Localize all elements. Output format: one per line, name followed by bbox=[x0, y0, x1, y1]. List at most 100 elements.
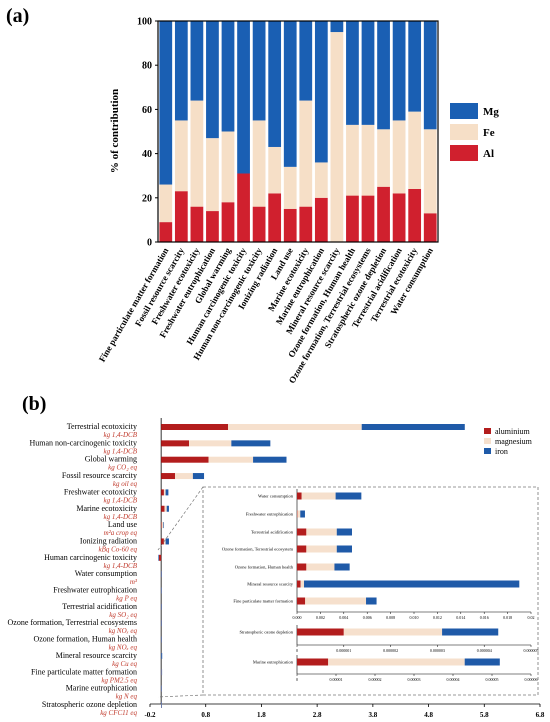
chart-b-category-label: Water consumption bbox=[75, 569, 137, 578]
chart-a-bar-fe bbox=[330, 32, 344, 242]
chart-b-category-unit: kBq Co-60 eq bbox=[99, 545, 138, 553]
inset-xtick-label: 0.016 bbox=[480, 615, 489, 620]
inset-connector bbox=[157, 694, 204, 698]
inset-bar-magnesium bbox=[306, 563, 335, 571]
chart-a-bar-fe bbox=[252, 120, 266, 207]
chart-a-bar-fe bbox=[221, 131, 235, 203]
inset-bar-aluminium bbox=[297, 658, 329, 666]
chart-b-xtick-label: 3.8 bbox=[368, 711, 377, 719]
chart-b-bar-iron bbox=[165, 538, 169, 545]
chart-b-category-label: Human carcinogenic toxicity bbox=[44, 553, 137, 562]
chart-b-bar-iron bbox=[192, 473, 205, 480]
chart-b-category-unit: kg 1,4-DCB bbox=[104, 513, 138, 521]
inset-bar-iron bbox=[336, 545, 352, 553]
inset-bar-iron bbox=[300, 510, 305, 518]
chart-b-bar-magnesium bbox=[208, 456, 254, 463]
legend-label-al: Al bbox=[483, 148, 494, 160]
inset-xtick-label: 0.004 bbox=[339, 615, 348, 620]
inset-category-label: Stratospheric ozone depletion bbox=[240, 630, 294, 635]
chart-b-category-label: Terrestrial acidification bbox=[62, 602, 137, 611]
chart-a-bar-mg bbox=[314, 21, 328, 163]
chart-b-category-label: Marine eutrophication bbox=[66, 684, 137, 693]
chart-b-category-unit: kg oil eq bbox=[113, 480, 138, 488]
chart-b-bar-iron bbox=[161, 652, 163, 659]
chart-a-ylabel: % of contribution bbox=[109, 89, 121, 173]
chart-a-bar-fe bbox=[423, 129, 437, 214]
chart-b-xtick-label: 4.8 bbox=[424, 711, 433, 719]
chart-a-bar-fe bbox=[159, 184, 173, 223]
inset-xtick-label: 0.000002 bbox=[383, 648, 398, 653]
inset-bar-aluminium bbox=[297, 628, 344, 636]
chart-b-bar-iron bbox=[361, 424, 465, 430]
inset-xtick-label: 0.000003 bbox=[430, 648, 445, 653]
chart-b-bar-iron bbox=[253, 456, 287, 463]
chart-b-category-unit: kg N eq bbox=[116, 693, 138, 701]
inset-xtick-label: 0.000005 bbox=[524, 648, 539, 653]
chart-a-bar-al bbox=[361, 195, 375, 242]
inset-connector bbox=[157, 486, 204, 551]
inset-xtick-label: 0.008 bbox=[386, 615, 395, 620]
inset-category-label: Water consumption bbox=[258, 494, 294, 499]
chart-b-bar-iron bbox=[161, 603, 162, 610]
chart-a-bar-al bbox=[159, 222, 173, 242]
chart-b-bar-magnesium bbox=[228, 424, 362, 430]
chart-a-bar-fe bbox=[314, 162, 328, 198]
chart-b-bar-magnesium bbox=[163, 489, 166, 496]
chart-a-bar-fe bbox=[346, 124, 359, 196]
chart-a-bar-al bbox=[268, 193, 282, 242]
inset-bar-aluminium bbox=[297, 580, 301, 588]
chart-b-category-unit: kg PM2.5 eq bbox=[101, 676, 137, 684]
chart-a-bar-fe bbox=[283, 166, 297, 209]
chart-b-category-label: Marine ecotoxicity bbox=[76, 504, 137, 513]
chart-a-bar-mg bbox=[377, 21, 390, 130]
chart-a-bar-fe bbox=[206, 138, 219, 212]
legend-swatch-fe bbox=[450, 124, 478, 140]
chart-b-category-label: Freshwater ecotoxicity bbox=[64, 487, 137, 496]
chart-b-category-unit: m³ bbox=[130, 578, 138, 586]
chart-b-category-unit: kg 1,4-DCB bbox=[104, 496, 138, 504]
chart-b-bar-magnesium bbox=[163, 538, 166, 545]
chart-a-bar-fe bbox=[392, 120, 406, 194]
chart-b-bar-magnesium bbox=[161, 522, 164, 529]
inset-xtick-label: 0.00005 bbox=[486, 677, 499, 682]
inset-xtick-label: 0.00002 bbox=[369, 677, 382, 682]
chart-b-legend-label-iron: iron bbox=[495, 447, 508, 456]
chart-b-category-unit: kg 1,4-DCB bbox=[104, 431, 138, 439]
chart-a-frame bbox=[157, 20, 439, 243]
chart-b-bar-iron bbox=[161, 587, 162, 594]
inset-bar-magnesium bbox=[301, 492, 336, 500]
inset-bar-aluminium bbox=[297, 563, 307, 571]
chart-a-bar-mg bbox=[268, 21, 282, 147]
chart-a-bar-mg bbox=[299, 21, 313, 101]
chart-b-bar-aluminium bbox=[161, 522, 162, 529]
chart-b-category-label: Ozone formation, Terrestrial ecosystems bbox=[8, 618, 137, 627]
inset-bar-aluminium bbox=[297, 528, 307, 536]
inset-xtick-label: 0.00001 bbox=[330, 677, 343, 682]
inset-bar-magnesium bbox=[300, 580, 305, 588]
chart-b-bar-iron bbox=[166, 505, 169, 512]
chart-b-category-unit: kg 1,4-DCB bbox=[104, 447, 138, 455]
chart-b-xtick-label: 1.8 bbox=[257, 711, 266, 719]
chart-a-bar-mg bbox=[221, 21, 235, 132]
chart-b-bar-magnesium bbox=[189, 440, 232, 447]
chart-a-bar-fe bbox=[377, 129, 390, 187]
inset-bar-iron bbox=[304, 580, 520, 588]
chart-a-bar-al bbox=[423, 213, 437, 242]
chart-b-category-unit: kg CO₂ eq bbox=[108, 464, 137, 472]
chart-b-legend-swatch-iron bbox=[484, 448, 491, 454]
chart-a-bar-fe bbox=[174, 120, 188, 192]
chart-a-bar-fe bbox=[408, 111, 422, 189]
chart-a-bar-al bbox=[283, 208, 297, 242]
chart-a-ytick-label: 40 bbox=[142, 149, 152, 160]
chart-b-bar-aluminium bbox=[161, 440, 189, 447]
inset-category-label: Ozone formation, Human health bbox=[235, 565, 294, 571]
chart-a-bar-mg bbox=[190, 21, 204, 101]
chart-b-legend-swatch-magnesium bbox=[484, 438, 491, 444]
inset-bar-iron bbox=[442, 628, 499, 636]
chart-a-bar-mg bbox=[392, 21, 406, 121]
chart-a-bar-al bbox=[174, 191, 188, 242]
chart-b-bar-iron bbox=[161, 685, 162, 692]
chart-b-bar-iron bbox=[163, 522, 164, 529]
